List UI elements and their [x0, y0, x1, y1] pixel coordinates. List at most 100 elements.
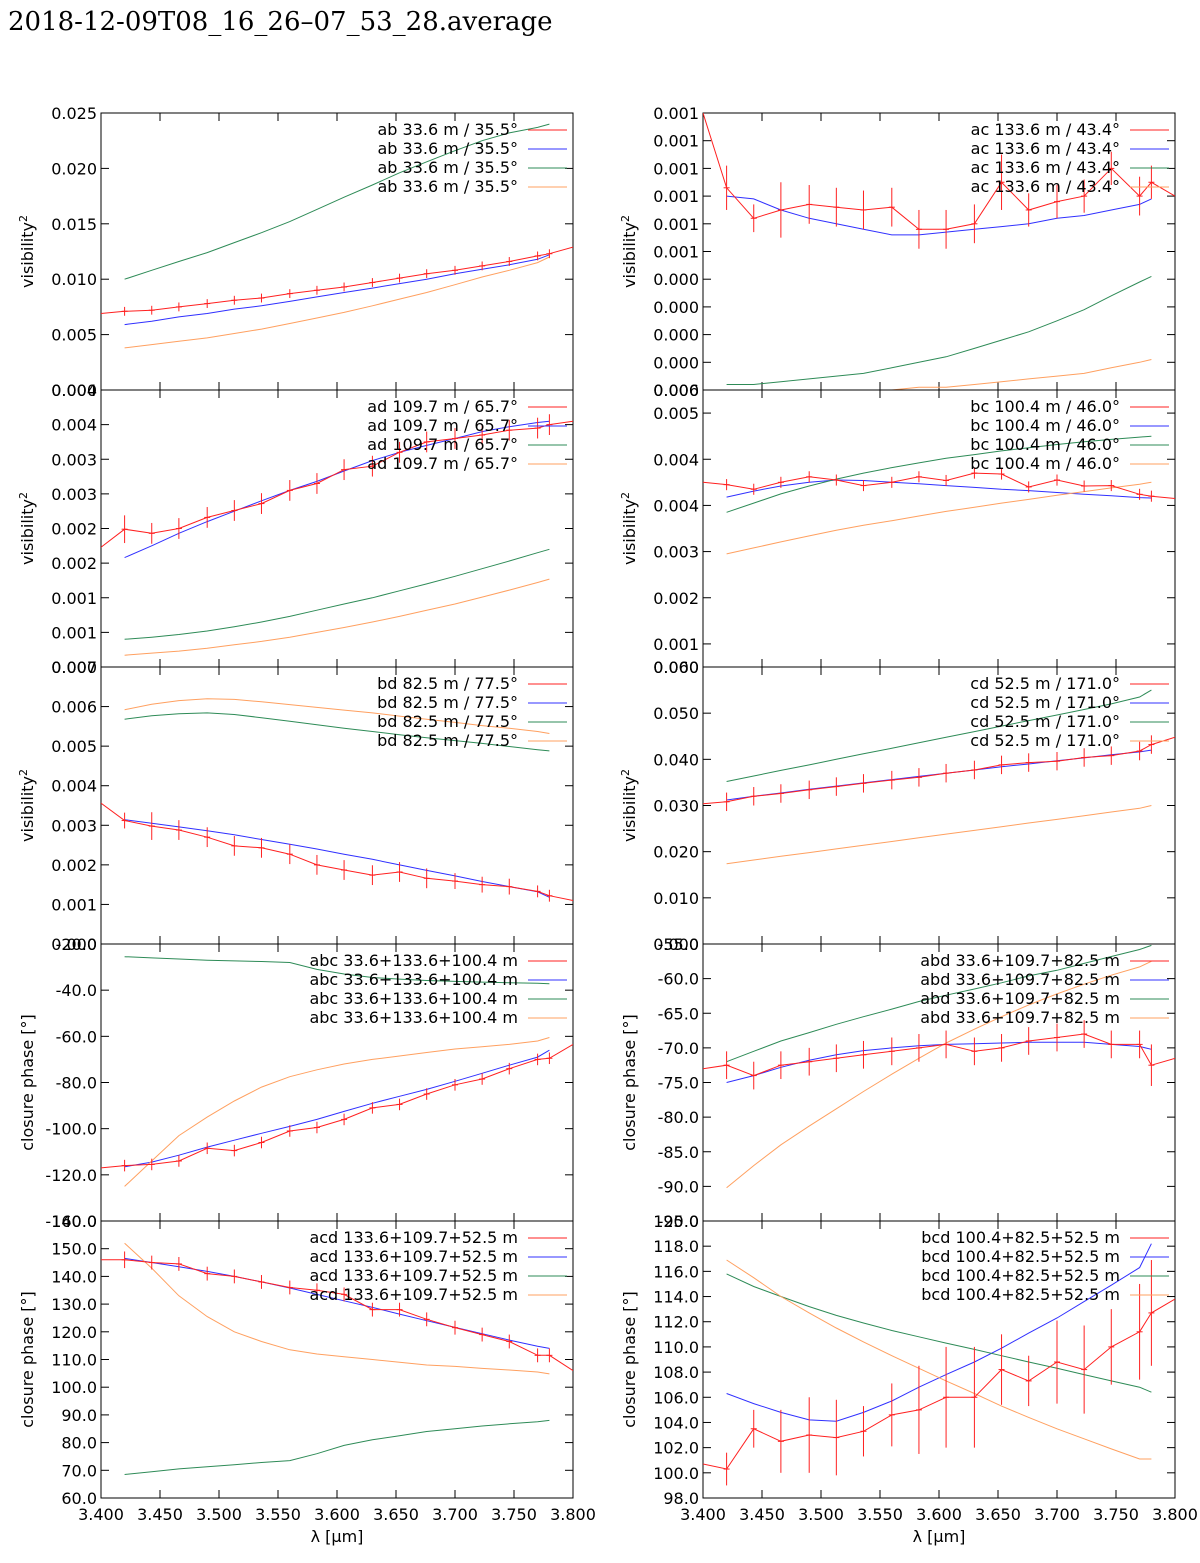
y-tick-label: 80.0	[61, 1434, 97, 1453]
y-tick-label: 150.0	[51, 1240, 97, 1259]
y-tick-label: 0.001	[653, 635, 699, 654]
y-tick-label: 114.0	[653, 1288, 699, 1307]
y-tick-label: 0.001	[653, 215, 699, 234]
legend-entry: bd 82.5 m / 77.5°	[377, 712, 518, 731]
legend-entry: bc 100.4 m / 46.0°	[970, 397, 1120, 416]
series-line-3	[726, 481, 1152, 555]
series-line-2	[726, 1273, 1152, 1393]
legend-entry: ac 133.6 m / 43.4°	[971, 158, 1120, 177]
legend-entry: acd 133.6+109.7+52.5 m	[309, 1247, 518, 1266]
y-tick-label: -120.0	[45, 1166, 97, 1185]
y-axis-label-superscript: 2	[17, 492, 30, 499]
legend-entry: ad 109.7 m / 65.7°	[367, 454, 518, 473]
y-tick-label: 0.000	[653, 298, 699, 317]
legend-entry: ad 109.7 m / 65.7°	[367, 416, 518, 435]
series-line-0	[101, 1043, 573, 1169]
legend-entry: bcd 100.4+82.5+52.5 m	[921, 1228, 1120, 1247]
y-tick-label: 0.005	[51, 326, 97, 345]
legend-entry: bc 100.4 m / 46.0°	[970, 416, 1120, 435]
y-tick-label: 100.0	[51, 1378, 97, 1397]
y-tick-label: 108.0	[653, 1363, 699, 1382]
series-line-3	[726, 359, 1152, 390]
x-tick-label: 3.450	[739, 1505, 785, 1524]
y-tick-label: 0.005	[51, 737, 97, 756]
panel-abc: -140.0 -120.0 -100.0 -80.0 -60.0 -40.0 -20.0 cl…	[18, 935, 574, 1231]
legend-entry: abc 33.6+133.6+100.4 m	[309, 951, 518, 970]
series-line-1	[124, 254, 550, 326]
y-tick-label: 0.000	[653, 326, 699, 345]
y-tick-label: 0.000	[653, 935, 699, 954]
series-line-3	[124, 578, 550, 656]
series-line-3	[124, 1037, 550, 1187]
x-tick-label: 3.650	[373, 1505, 419, 1524]
series-line-0	[703, 1298, 1175, 1470]
y-tick-label: 0.004	[51, 381, 97, 400]
y-tick-label: 0.000	[653, 658, 699, 677]
x-tick-label: 3.450	[137, 1505, 183, 1524]
y-axis-label: visibility2	[17, 492, 38, 565]
y-axis-label: closure phase [°]	[620, 1291, 639, 1428]
panel-ad: 0.000 0.001 0.001 0.002 0.002 0.003 0.003 0.004…	[17, 381, 574, 677]
series-line-1	[124, 819, 550, 898]
y-tick-label: 130.0	[51, 1295, 97, 1314]
y-tick-label: 0.025	[51, 104, 97, 123]
y-tick-label: 120.0	[653, 1212, 699, 1231]
legend-entry: bd 82.5 m / 77.5°	[377, 674, 518, 693]
y-tick-label: 0.004	[51, 416, 97, 435]
x-tick-label: 3.550	[255, 1505, 301, 1524]
x-tick-label: 3.600	[314, 1505, 360, 1524]
legend-entry: ad 109.7 m / 65.7°	[367, 397, 518, 416]
y-tick-label: 0.020	[51, 159, 97, 178]
legend-entry: cd 52.5 m / 171.0°	[970, 712, 1120, 731]
x-tick-label: 3.500	[798, 1505, 844, 1524]
y-axis-label: closure phase [°]	[18, 1014, 37, 1151]
y-tick-label: 0.004	[51, 777, 97, 796]
y-tick-label: 0.001	[653, 104, 699, 123]
series-line-1	[726, 479, 1152, 499]
y-tick-label: -40.0	[56, 981, 97, 1000]
y-tick-label: 100.0	[653, 1464, 699, 1483]
y-axis-label-superscript: 2	[17, 215, 30, 222]
legend-entry: abd 33.6+109.7+82.5 m	[920, 989, 1120, 1008]
y-tick-label: 0.001	[51, 623, 97, 642]
legend-entry: bd 82.5 m / 77.5°	[377, 693, 518, 712]
y-axis-label: visibility2	[619, 769, 640, 842]
series-line-2	[124, 548, 550, 640]
series-line-2	[124, 123, 550, 280]
x-tick-label: 3.600	[916, 1505, 962, 1524]
y-axis-label: closure phase [°]	[18, 1291, 37, 1428]
y-tick-label: 0.050	[653, 704, 699, 723]
y-tick-label: -140.0	[45, 1212, 97, 1231]
y-tick-label: 0.007	[51, 658, 97, 677]
y-tick-label: 0.010	[653, 889, 699, 908]
y-axis-label-superscript: 2	[619, 769, 632, 776]
x-tick-label: 3.700	[1034, 1505, 1080, 1524]
legend-entry: cd 52.5 m / 171.0°	[970, 693, 1120, 712]
y-tick-label: -20.0	[56, 935, 97, 954]
panel-bcd: 98.0 100.0 102.0 104.0 106.0 108.0 110.0 112.0 1…	[620, 1212, 1198, 1546]
y-tick-label: 0.001	[653, 132, 699, 151]
legend-entry: cd 52.5 m / 171.0°	[970, 674, 1120, 693]
y-tick-label: 0.030	[653, 797, 699, 816]
y-axis-label-superscript: 2	[619, 492, 632, 499]
y-tick-label: 0.002	[51, 554, 97, 573]
legend-entry: abd 33.6+109.7+82.5 m	[920, 1008, 1120, 1027]
y-tick-label: 118.0	[653, 1237, 699, 1256]
y-axis-label-superscript: 2	[17, 769, 30, 776]
x-tick-label: 3.400	[680, 1505, 726, 1524]
y-tick-label: 0.010	[51, 270, 97, 289]
x-tick-label: 3.650	[975, 1505, 1021, 1524]
legend-entry: abd 33.6+109.7+82.5 m	[920, 951, 1120, 970]
panel-ac: 0.000 0.000 0.000 0.000 0.000 0.001 0.001 0.001…	[619, 104, 1176, 400]
x-axis-label: λ [μm]	[913, 1527, 966, 1546]
y-tick-label: 0.000	[51, 381, 97, 400]
y-tick-label: -60.0	[658, 970, 699, 989]
y-tick-label: 106.0	[653, 1388, 699, 1407]
series-line-2	[124, 712, 550, 752]
y-tick-label: 116.0	[653, 1262, 699, 1281]
x-tick-label: 3.750	[491, 1505, 537, 1524]
y-tick-label: 0.015	[51, 215, 97, 234]
y-tick-label: 0.006	[653, 381, 699, 400]
figure-title: 2018-12-09T08_16_26–07_53_28.average	[8, 7, 553, 37]
legend-entry: ab 33.6 m / 35.5°	[377, 177, 518, 196]
